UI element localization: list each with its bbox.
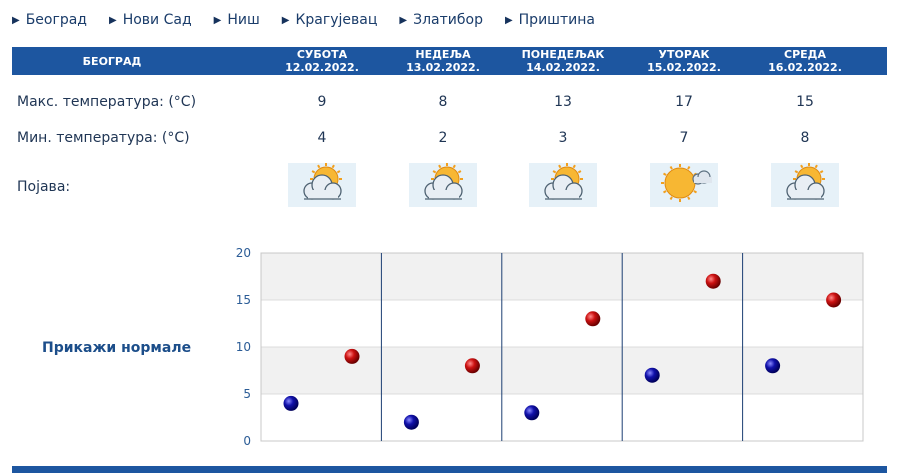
min-temp-value: 8 xyxy=(800,130,810,146)
max-temp-value: 9 xyxy=(317,94,327,110)
plot-border xyxy=(260,252,864,442)
forecast-header: БЕОГРАД СУБОТА 12.02.2022. НЕДЕЉА 13.02.202… xyxy=(12,47,887,75)
header-day-1: НЕДЕЉА 13.02.2022. xyxy=(383,47,503,75)
arrow-right-icon: ▶ xyxy=(12,14,20,26)
max-temp-value: 13 xyxy=(554,94,572,110)
day-name: УТОРАК xyxy=(658,48,710,61)
max-temp-label: Макс. температура: (°C) xyxy=(17,94,197,110)
footer-bar xyxy=(12,466,887,473)
header-day-3: УТОРАК 15.02.2022. xyxy=(624,47,744,75)
nav-link-label: Београд xyxy=(25,12,87,28)
header-day-2: ПОНЕДЕЉАК 14.02.2022. xyxy=(503,47,623,75)
day-date: 16.02.2022. xyxy=(768,61,842,74)
header-day-0: СУБОТА 12.02.2022. xyxy=(262,47,382,75)
nav-link-4[interactable]: ▶ Златибор xyxy=(399,10,483,30)
max-temp-value: 17 xyxy=(675,94,693,110)
nav-link-1[interactable]: ▶ Нови Сад xyxy=(109,10,192,30)
day-date: 15.02.2022. xyxy=(647,61,721,74)
header-day-4: СРЕДА 16.02.2022. xyxy=(745,47,865,75)
day-date: 14.02.2022. xyxy=(526,61,600,74)
day-name: СУБОТА xyxy=(296,48,348,61)
nav-link-0[interactable]: ▶ Београд xyxy=(12,10,87,30)
max-temp-point xyxy=(826,292,842,308)
partly-cloudy-icon xyxy=(288,163,356,207)
max-temp-point xyxy=(464,358,480,374)
temperature-chart: 0 5 10 15 20 xyxy=(236,248,864,448)
max-temp-value: 15 xyxy=(796,94,814,110)
partly-cloudy-icon xyxy=(529,163,597,207)
chart-band xyxy=(261,347,863,394)
max-temp-point xyxy=(344,348,360,364)
phenomenon-label: Појава: xyxy=(17,179,71,195)
partly-cloudy-icon xyxy=(771,163,839,207)
partly-cloudy-icon xyxy=(409,163,477,207)
nav-link-label: Приштина xyxy=(518,12,595,28)
city-nav: ▶ Београд ▶ Нови Сад ▶ Ниш ▶ Крагујевац ▶ Златибо… xyxy=(12,10,617,30)
mostly-sunny-icon xyxy=(650,163,718,207)
header-city: БЕОГРАД xyxy=(82,54,142,68)
min-temp-point xyxy=(403,414,419,430)
arrow-right-icon: ▶ xyxy=(281,14,290,26)
arrow-right-icon: ▶ xyxy=(399,14,408,26)
min-temp-value: 7 xyxy=(679,130,689,146)
show-normals-link[interactable]: Прикажи нормале xyxy=(42,340,192,356)
arrow-right-icon: ▶ xyxy=(504,14,513,26)
nav-link-3[interactable]: ▶ Крагујевац xyxy=(282,10,378,30)
day-name: СРЕДА xyxy=(784,48,826,61)
nav-link-5[interactable]: ▶ Приштина xyxy=(505,10,595,30)
y-tick-label: 15 xyxy=(236,293,251,307)
min-temp-value: 4 xyxy=(317,130,327,146)
y-tick-label: 5 xyxy=(243,387,251,401)
min-temp-value: 3 xyxy=(558,130,568,146)
day-date: 13.02.2022. xyxy=(406,61,480,74)
nav-link-label: Ниш xyxy=(227,12,260,28)
min-temp-point xyxy=(644,367,660,383)
y-tick-label: 0 xyxy=(243,434,251,448)
arrow-right-icon: ▶ xyxy=(213,14,222,26)
min-temp-value: 2 xyxy=(438,130,448,146)
nav-link-label: Крагујевац xyxy=(295,12,378,28)
nav-link-label: Нови Сад xyxy=(122,12,192,28)
nav-link-label: Златибор xyxy=(413,12,483,28)
nav-link-2[interactable]: ▶ Ниш xyxy=(214,10,260,30)
y-tick-label: 10 xyxy=(236,340,251,354)
arrow-right-icon: ▶ xyxy=(109,14,117,26)
min-temp-label: Мин. температура: (°C) xyxy=(17,130,190,146)
min-temp-point xyxy=(765,358,781,374)
day-date: 12.02.2022. xyxy=(285,61,359,74)
y-tick-label: 20 xyxy=(236,248,251,260)
max-temp-value: 8 xyxy=(438,94,448,110)
chart-band xyxy=(261,253,863,300)
max-temp-point xyxy=(585,311,601,327)
day-name: НЕДЕЉА xyxy=(415,48,471,61)
min-temp-point xyxy=(283,395,299,411)
day-name: ПОНЕДЕЉАК xyxy=(521,48,605,61)
max-temp-point xyxy=(705,273,721,289)
min-temp-point xyxy=(524,405,540,421)
